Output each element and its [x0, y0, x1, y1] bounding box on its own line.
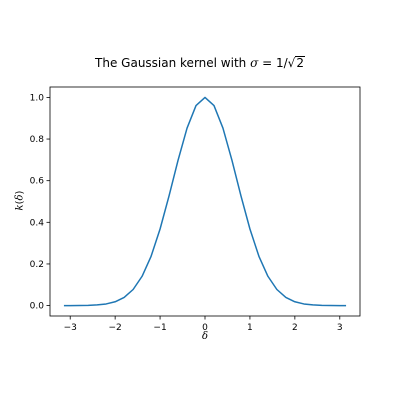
y-tick-label: 1.0	[30, 93, 45, 103]
title-root-sign: √	[287, 56, 296, 70]
axes-frame	[49, 86, 361, 317]
y-axis-label: k(δ)	[15, 166, 26, 236]
title-root-arg: 2	[295, 56, 305, 70]
y-label-open: (	[14, 200, 26, 205]
series-line-0	[63, 96, 347, 307]
y-label-close: )	[14, 190, 26, 195]
x-tick-label: −1	[153, 323, 166, 333]
x-tick-label: 0	[202, 323, 208, 333]
chart-title: The Gaussian kernel with σ = 1/√2	[0, 56, 400, 70]
y-tick-label: 0.2	[30, 260, 44, 270]
title-equals: = 1/	[258, 56, 288, 70]
title-sigma: σ	[250, 56, 259, 70]
y-tick-label: 0.6	[30, 177, 45, 187]
x-tick-label: 2	[292, 323, 298, 333]
y-tick-label: 0.4	[30, 218, 45, 228]
y-label-arg: δ	[14, 194, 26, 201]
x-tick-label: −3	[64, 323, 77, 333]
x-axis-label: δ	[201, 331, 209, 342]
x-tick-label: 1	[247, 323, 253, 333]
y-tick-label: 0.8	[30, 135, 45, 145]
y-label-fn: k	[14, 204, 26, 211]
x-tick-label: −2	[109, 323, 122, 333]
x-tick-label: 3	[337, 323, 343, 333]
y-tick-label: 0.0	[30, 302, 45, 312]
title-prefix: The Gaussian kernel with	[95, 56, 251, 70]
